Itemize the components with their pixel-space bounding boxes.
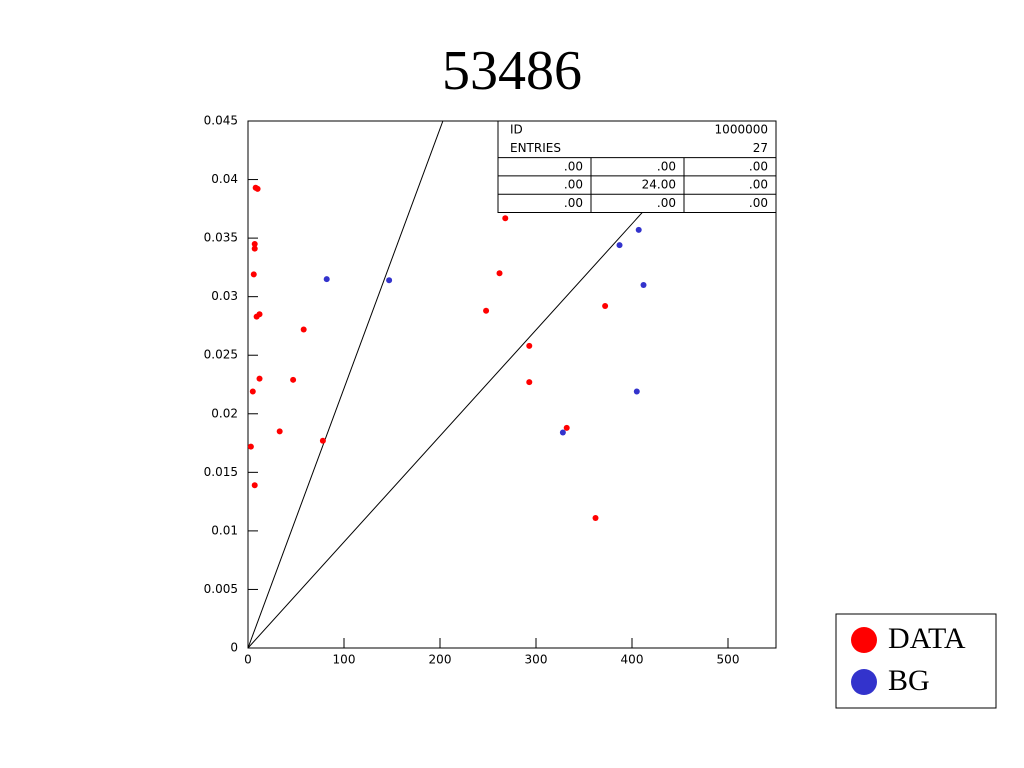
stats-cell: .00 [564, 159, 583, 173]
point [483, 307, 490, 314]
point [526, 342, 533, 349]
x-tick-label: 100 [333, 653, 356, 667]
point [254, 185, 261, 192]
point [592, 515, 599, 522]
stats-value: 1000000 [715, 123, 768, 137]
point [251, 245, 258, 252]
x-tick-label: 500 [717, 653, 740, 667]
point [502, 215, 509, 222]
y-tick-label: 0 [230, 641, 238, 655]
point [496, 270, 503, 277]
point [249, 388, 256, 395]
y-tick-label: 0.015 [204, 465, 238, 479]
legend-marker [851, 627, 877, 653]
y-tick-label: 0.02 [211, 406, 238, 420]
point [559, 429, 566, 436]
stats-cell: .00 [749, 178, 768, 192]
y-tick-label: 0.025 [204, 348, 238, 362]
chart-title: 53486 [442, 40, 582, 102]
point [247, 443, 254, 450]
point [633, 388, 640, 395]
y-tick-label: 0.01 [211, 523, 238, 537]
y-tick-label: 0.04 [211, 172, 238, 186]
legend-label: DATA [888, 622, 966, 655]
point [563, 424, 570, 431]
point [250, 271, 257, 278]
y-tick-label: 0.005 [204, 582, 238, 596]
point [616, 242, 623, 249]
point [602, 303, 609, 310]
stats-value: 27 [753, 141, 768, 155]
point [635, 226, 642, 233]
stats-cell: .00 [564, 196, 583, 210]
point [253, 313, 260, 320]
point [256, 375, 263, 382]
x-tick-label: 0 [244, 653, 252, 667]
stats-label: ENTRIES [510, 141, 561, 155]
y-tick-label: 0.045 [204, 114, 238, 128]
point [300, 326, 307, 333]
legend-marker [851, 669, 877, 695]
point [251, 482, 258, 489]
stats-cell: .00 [657, 196, 676, 210]
point [323, 276, 330, 283]
x-tick-label: 200 [429, 653, 452, 667]
stats-cell: .00 [564, 178, 583, 192]
x-tick-label: 400 [621, 653, 644, 667]
point [276, 428, 283, 435]
y-tick-label: 0.035 [204, 231, 238, 245]
stats-box [497, 120, 777, 213]
stats-label: ID [510, 123, 523, 137]
point [640, 281, 647, 288]
stats-cell: .00 [657, 159, 676, 173]
stats-cell: 24.00 [642, 178, 676, 192]
point [251, 240, 258, 247]
stats-cell: .00 [749, 159, 768, 173]
point [290, 376, 297, 383]
x-tick-label: 300 [525, 653, 548, 667]
point [319, 437, 326, 444]
legend-label: BG [888, 664, 930, 697]
stats-cell: .00 [749, 196, 768, 210]
point [526, 379, 533, 386]
point [386, 277, 393, 284]
y-tick-label: 0.03 [211, 289, 238, 303]
reference-line [247, 120, 444, 649]
